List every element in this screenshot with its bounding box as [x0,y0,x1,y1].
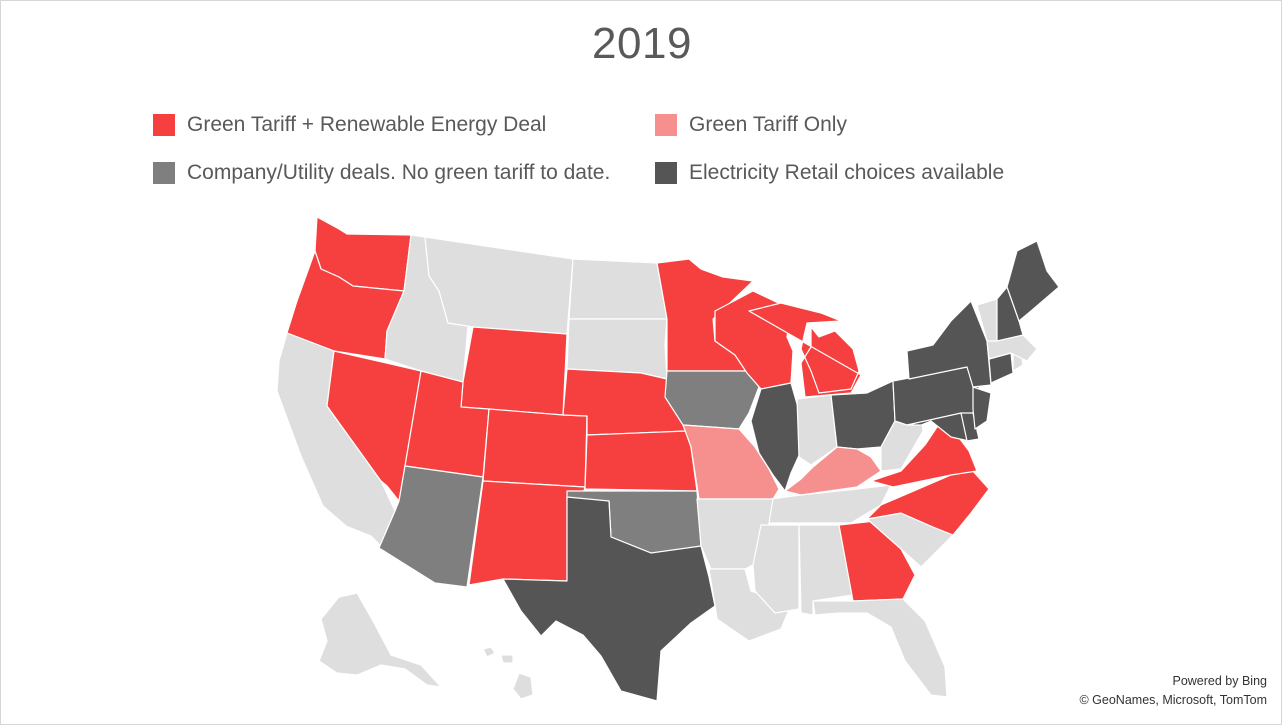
state-ak[interactable] [318,592,442,688]
legend-swatch [153,162,175,184]
state-fl[interactable] [812,598,948,698]
chart-title: 2019 [592,19,692,68]
map-attribution: Powered by Bing © GeoNames, Microsoft, T… [1080,672,1268,710]
legend-swatch [655,114,677,136]
legend-label: Electricity Retail choices available [689,161,1005,184]
legend-item-utility-deals: Company/Utility deals. No green tariff t… [153,160,610,186]
state-hi[interactable] [482,646,534,700]
state-az[interactable] [378,465,484,588]
state-va[interactable] [870,420,978,488]
state-nh[interactable] [996,286,1024,342]
state-nd[interactable] [568,258,668,320]
state-tx[interactable] [502,496,716,702]
legend-item-green-tariff-and-deal: Green Tariff + Renewable Energy Deal [153,112,546,138]
state-tn[interactable] [768,484,892,524]
legend-label: Green Tariff Only [689,113,847,136]
powered-by-bing: Powered by Bing [1172,674,1267,688]
state-ks[interactable] [584,430,698,492]
state-il[interactable] [750,382,802,492]
legend-item-green-tariff-only: Green Tariff Only [655,112,847,138]
legend-item-retail-choice: Electricity Retail choices available [655,160,1004,186]
state-mn[interactable] [656,258,754,372]
state-co[interactable] [482,408,588,488]
state-in[interactable] [796,394,838,466]
legend-swatch [655,162,677,184]
state-la[interactable] [708,568,792,642]
state-mo[interactable] [682,424,780,500]
state-mi[interactable] [748,302,862,398]
legend-swatch [153,114,175,136]
state-me[interactable] [1006,240,1060,322]
state-nj[interactable] [972,386,992,430]
copyright-notice: © GeoNames, Microsoft, TomTom [1079,693,1268,707]
state-mt[interactable] [424,236,574,335]
state-wy[interactable] [460,326,568,416]
legend-label: Green Tariff + Renewable Energy Deal [187,113,547,136]
state-ky[interactable] [784,446,882,496]
legend-label: Company/Utility deals. No green tariff t… [187,161,611,184]
